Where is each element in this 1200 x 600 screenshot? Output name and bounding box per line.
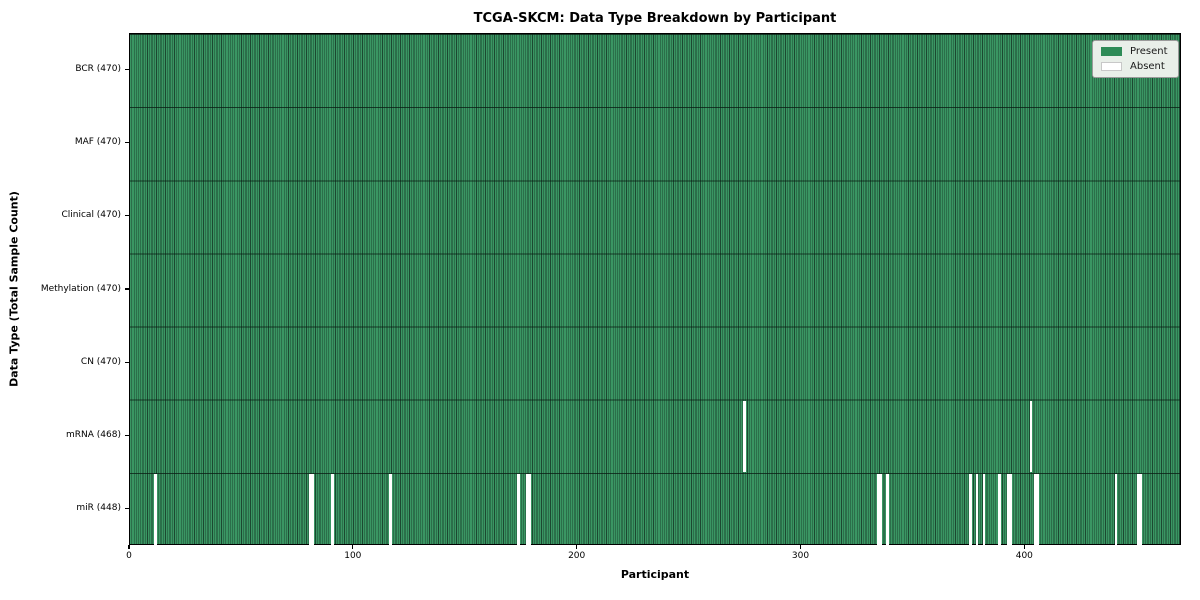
- legend: Present Absent: [1092, 40, 1179, 78]
- x-tick-label-400: 400: [1015, 551, 1033, 561]
- y-tick-label-MAF: MAF (470): [74, 137, 121, 148]
- x-tick-mark: [352, 545, 354, 549]
- y-tick-label-mRNA: mRNA (468): [66, 429, 121, 440]
- absent-mark-miR-375: [969, 473, 972, 545]
- y-tick-label-CN: CN (470): [80, 356, 121, 367]
- x-tick-label-0: 0: [126, 551, 132, 561]
- absent-mark-miR-451: [1139, 473, 1142, 545]
- legend-label-present: Present: [1130, 46, 1168, 57]
- heatmap-plot-area: [129, 33, 1181, 545]
- legend-item-absent: Absent: [1101, 61, 1171, 72]
- x-tick-mark: [128, 545, 130, 549]
- absent-mark-miR-393: [1009, 473, 1013, 545]
- absent-mark-miR-338: [886, 473, 889, 545]
- y-tick-mark: [125, 507, 129, 510]
- absent-mark-miR-173: [517, 473, 520, 545]
- absent-mark-mRNA-402: [1029, 400, 1033, 472]
- x-tick-mark: [1023, 545, 1025, 549]
- y-tick-mark: [125, 142, 129, 144]
- x-tick-mark: [799, 545, 802, 549]
- absent-swatch-icon: [1101, 62, 1122, 71]
- absent-mark-miR-404: [1034, 473, 1037, 545]
- legend-item-present: Present: [1101, 46, 1171, 57]
- y-tick-mark: [125, 434, 129, 436]
- absent-mark-miR-177: [525, 473, 529, 545]
- absent-mark-miR-90: [331, 473, 334, 545]
- absent-mark-miR-378: [975, 473, 979, 545]
- absent-mark-miR-381: [982, 473, 986, 545]
- y-tick-mark: [125, 215, 129, 217]
- y-tick-mark: [125, 288, 129, 290]
- present-swatch-icon: [1101, 47, 1122, 56]
- legend-label-absent: Absent: [1130, 61, 1165, 72]
- y-tick-mark: [125, 68, 129, 71]
- absent-mark-miR-81: [311, 473, 314, 545]
- absent-mark-miR-405: [1036, 473, 1039, 545]
- absent-mark-miR-440: [1114, 473, 1118, 545]
- absent-mark-miR-392: [1007, 473, 1010, 545]
- absent-mark-miR-11: [154, 473, 157, 545]
- y-tick-label-BCR: BCR (470): [75, 64, 121, 75]
- x-tick-label-300: 300: [791, 551, 810, 561]
- absent-mark-miR-178: [528, 473, 531, 545]
- absent-mark-miR-116: [389, 473, 393, 545]
- y-tick-mark: [125, 361, 129, 363]
- x-axis-label: Participant: [620, 568, 690, 581]
- x-tick-label-100: 100: [344, 551, 362, 561]
- y-tick-label-miR: miR (448): [76, 502, 121, 513]
- y-tick-label-Methylation: Methylation (470): [40, 283, 121, 294]
- absent-mark-miR-334: [877, 473, 880, 545]
- absent-mark-miR-388: [998, 473, 1001, 545]
- x-tick-mark: [576, 545, 578, 549]
- absent-mark-miR-80: [308, 473, 312, 545]
- chart-title: TCGA-SKCM: Data Type Breakdown by Partic…: [473, 11, 837, 26]
- x-tick-label-200: 200: [568, 551, 586, 561]
- absent-mark-miR-450: [1137, 473, 1140, 545]
- absent-mark-mRNA-274: [743, 400, 746, 472]
- absent-mark-miR-335: [879, 473, 883, 545]
- y-tick-label-Clinical: Clinical (470): [61, 210, 121, 221]
